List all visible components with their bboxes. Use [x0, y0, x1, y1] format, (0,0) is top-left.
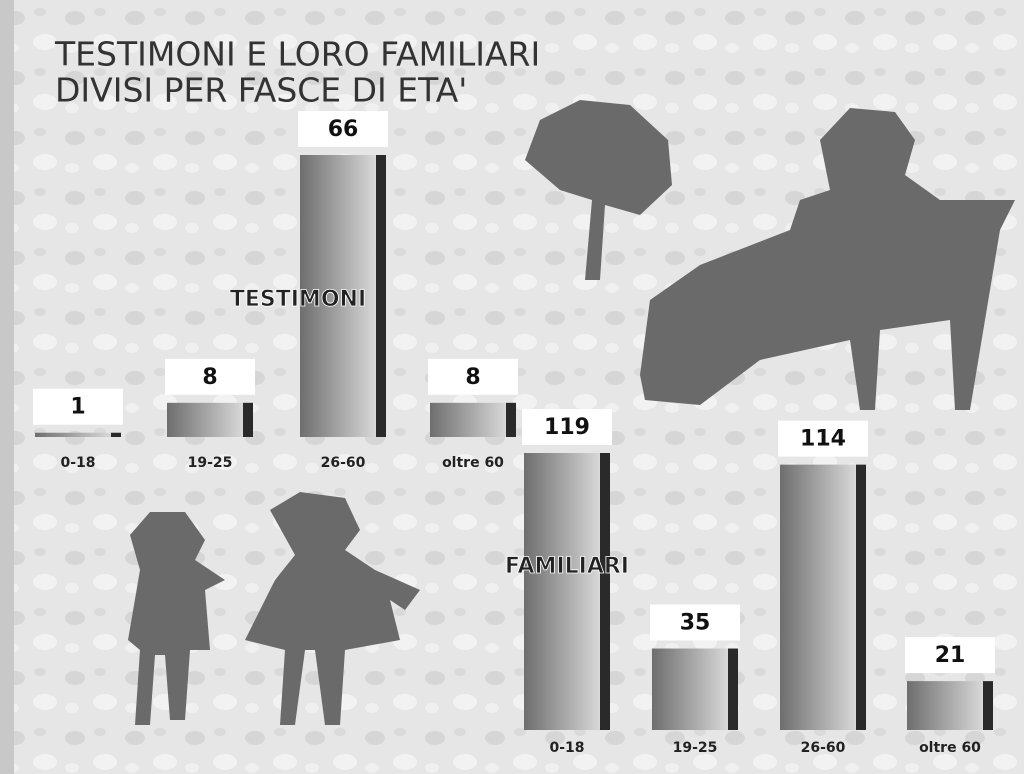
x-tick-label: 0-18 [60, 455, 95, 471]
bar [780, 464, 856, 730]
value-box [778, 420, 868, 457]
value-box [428, 358, 518, 395]
value-label: 8 [465, 365, 480, 390]
value-box [298, 111, 388, 147]
woman-silhouette [640, 108, 1015, 410]
value-box [33, 388, 123, 425]
value-box [650, 604, 740, 641]
x-tick-label: 19-25 [673, 740, 718, 756]
title-line: DIVISI PER FASCE DI ETA' [55, 71, 467, 110]
bar-side [243, 402, 253, 437]
bar [430, 402, 506, 437]
bar [652, 648, 728, 730]
bar [167, 402, 243, 437]
x-tick-label: 26-60 [321, 455, 366, 471]
bar-side [856, 464, 866, 730]
bar-side [600, 453, 610, 730]
value-label: 114 [800, 427, 846, 452]
value-label: 119 [544, 415, 590, 440]
value-label: 66 [328, 117, 359, 142]
left-edge [0, 0, 14, 774]
bar-side [506, 402, 516, 437]
value-box [905, 637, 995, 674]
bar-side [983, 681, 993, 730]
bar [524, 453, 600, 730]
bar-side [376, 155, 386, 437]
child-silhouette [245, 492, 420, 725]
x-tick-label: oltre 60 [919, 740, 981, 756]
bar [35, 432, 111, 437]
decorations [128, 100, 1015, 725]
series-label: FAMILIARI [505, 554, 629, 579]
bar-side [111, 432, 121, 437]
child-silhouette [128, 512, 225, 725]
value-box [522, 409, 612, 445]
tree [525, 100, 672, 280]
value-label: 1 [70, 395, 85, 420]
series-label: TESTIMONI [230, 287, 366, 312]
x-tick-label: 0-18 [549, 740, 584, 756]
title-line: TESTIMONI E LORO FAMILIARI [54, 35, 540, 74]
bar [300, 155, 376, 437]
x-tick-label: oltre 60 [442, 455, 504, 471]
bar-side [728, 648, 738, 730]
value-label: 21 [935, 643, 966, 668]
value-label: 35 [680, 611, 711, 636]
bar [907, 681, 983, 730]
x-tick-label: 26-60 [801, 740, 846, 756]
value-box [165, 358, 255, 395]
value-label: 8 [202, 365, 217, 390]
x-tick-label: 19-25 [188, 455, 233, 471]
